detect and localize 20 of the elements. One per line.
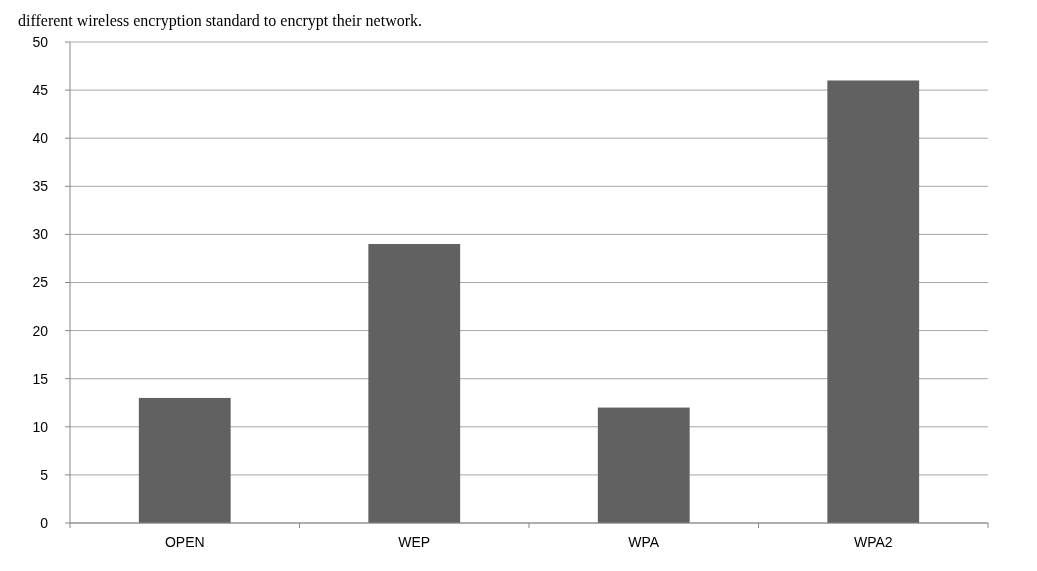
x-tick-label: WPA2 xyxy=(853,534,893,550)
y-tick-label: 30 xyxy=(32,226,49,243)
y-tick-label: 0 xyxy=(40,514,49,531)
x-tick-label: WEP xyxy=(398,534,431,550)
x-tick-label: OPEN xyxy=(164,534,205,550)
y-tick-label: 5 xyxy=(40,466,49,483)
y-tick-label: 45 xyxy=(32,82,49,98)
bar xyxy=(827,80,920,523)
bar xyxy=(597,407,690,523)
y-tick-label: 25 xyxy=(32,274,49,291)
y-tick-label: 15 xyxy=(32,370,49,387)
y-tick-label: 20 xyxy=(32,322,49,339)
y-tick-label: 35 xyxy=(32,178,49,195)
y-tick-label: 40 xyxy=(32,130,49,147)
y-tick-label: 50 xyxy=(32,33,49,50)
x-tick-label: WPA xyxy=(628,534,660,550)
chart-title: different wireless encryption standard to encrypt their network. xyxy=(18,12,423,30)
y-tick-label: 10 xyxy=(32,418,49,435)
bar xyxy=(138,397,231,523)
bar xyxy=(368,244,461,523)
